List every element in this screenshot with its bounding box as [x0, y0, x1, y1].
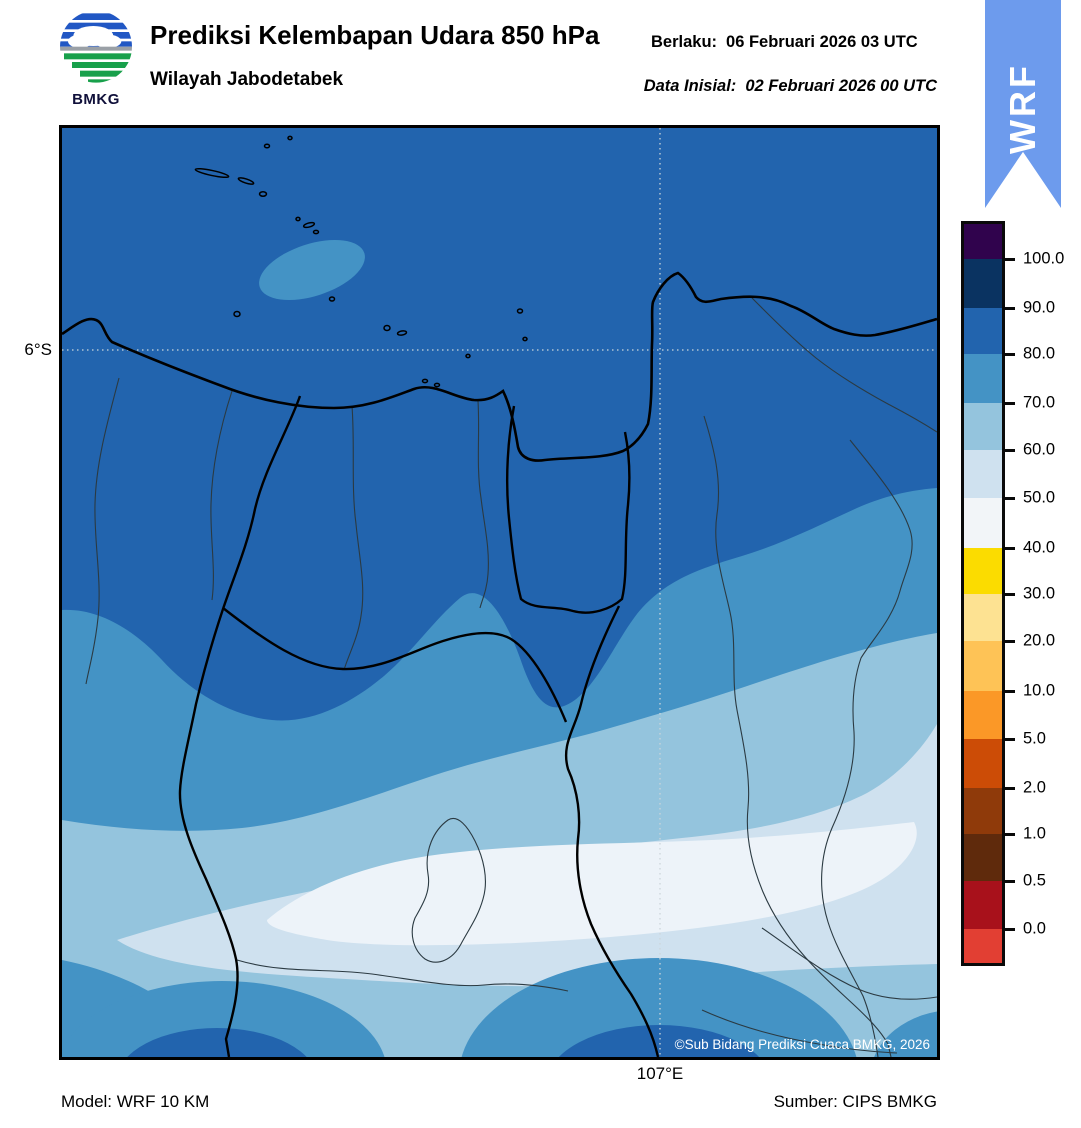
- colorbar-segment: [964, 224, 1002, 259]
- colorbar-tick: [1002, 879, 1015, 883]
- colorbar-tick-label: 90.0: [1023, 298, 1056, 317]
- colorbar-tick-label: 20.0: [1023, 631, 1056, 650]
- colorbar-segment: [964, 403, 1002, 450]
- colorbar-tick: [1002, 639, 1015, 643]
- colorbar-tick: [1002, 496, 1015, 500]
- district-borders: [85, 297, 937, 1057]
- province-borders: [178, 395, 660, 1057]
- colorbar-tick: [1002, 592, 1015, 596]
- wrf-ribbon: WRF: [985, 0, 1061, 208]
- model-label: Model: WRF 10 KM: [61, 1092, 210, 1111]
- bmkg-logo-icon: [60, 10, 132, 83]
- colorbar-tick-label: 5.0: [1023, 729, 1046, 748]
- colorbar-tick: [1002, 401, 1015, 405]
- colorbar-tick-label: 100.0: [1023, 249, 1065, 268]
- colorbar-segment: [964, 354, 1002, 403]
- source-label: Sumber: CIPS BMKG: [773, 1092, 937, 1111]
- band-40-50-tongue: [267, 822, 917, 946]
- map-frame: ©Sub Bidang Prediksi Cuaca BMKG, 2026: [59, 125, 940, 1060]
- longitude-label: 107°E: [636, 1064, 684, 1083]
- colorbar-tick-label: 30.0: [1023, 584, 1056, 603]
- south-pocket-left-core: [127, 1028, 307, 1057]
- colorbar-segment: [964, 259, 1002, 308]
- colorbar-tick-label: 10.0: [1023, 681, 1056, 700]
- south-pocket-center-outer: [461, 958, 857, 1057]
- colorbar-segment: [964, 498, 1002, 548]
- valid-time-label: Berlaku:: [651, 33, 718, 51]
- colorbar-tick: [1002, 352, 1015, 356]
- colorbar-tick: [1002, 927, 1015, 931]
- latitude-label: 6°S: [24, 340, 52, 359]
- colorbar-tick-label: 1.0: [1023, 824, 1046, 843]
- colorbar-segment: [964, 641, 1002, 691]
- colorbar-tick-label: 0.0: [1023, 919, 1046, 938]
- colorbar-segments: [961, 221, 1005, 966]
- coastline: [62, 271, 937, 462]
- initial-time-label: Data Inisial:: [643, 77, 737, 95]
- islands: [194, 135, 528, 388]
- colorbar-segment: [964, 788, 1002, 834]
- colorbar-tick: [1002, 832, 1015, 836]
- colorbar-tick-label: 40.0: [1023, 538, 1056, 557]
- colorbar-segment: [964, 834, 1002, 881]
- colorbar-segment: [964, 308, 1002, 354]
- humidity-bands: [62, 128, 937, 1057]
- initial-time: Data Inisial: 02 Februari 2026 00 UTC: [644, 77, 937, 96]
- south-pocket-corner: [874, 1011, 937, 1057]
- valid-time-value: 06 Februari 2026 03 UTC: [726, 33, 918, 51]
- colorbar-tick: [1002, 737, 1015, 741]
- colorbar-segment: [964, 881, 1002, 929]
- map-copyright: ©Sub Bidang Prediksi Cuaca BMKG, 2026: [675, 1037, 930, 1052]
- graticule: [62, 128, 937, 1057]
- colorbar-tick: [1002, 786, 1015, 790]
- contour-map: ©Sub Bidang Prediksi Cuaca BMKG, 2026: [62, 128, 937, 1057]
- colorbar-tick-label: 50.0: [1023, 488, 1056, 507]
- wrf-ribbon-text: WRF: [1002, 63, 1043, 154]
- colorbar-tick: [1002, 689, 1015, 693]
- colorbar-segment: [964, 739, 1002, 788]
- colorbar-tick: [1002, 448, 1015, 452]
- bmkg-logo: BMKG: [50, 8, 142, 108]
- colorbar-tick-label: 80.0: [1023, 344, 1056, 363]
- colorbar-segment: [964, 548, 1002, 594]
- sea-70-80-pocket: [259, 239, 365, 301]
- colorbar-tick-label: 0.5: [1023, 871, 1046, 890]
- colorbar-tick-label: 60.0: [1023, 440, 1056, 459]
- valid-time: Berlaku: 06 Februari 2026 03 UTC: [651, 33, 918, 52]
- colorbar-tick: [1002, 546, 1015, 550]
- colorbar-segment: [964, 450, 1002, 498]
- colorbar-tick: [1002, 257, 1015, 261]
- colorbar-tick-label: 70.0: [1023, 393, 1056, 412]
- colorbar-segment: [964, 594, 1002, 641]
- colorbar-tick-label: 2.0: [1023, 778, 1046, 797]
- colorbar-segment: [964, 691, 1002, 739]
- south-pocket-left-outer: [62, 981, 385, 1057]
- colorbar: 100.0 90.0 80.0 70.0 60.0 50.0 40.0 30.0 20.0 10.…: [961, 221, 1064, 966]
- region-subtitle: Wilayah Jabodetabek: [150, 69, 344, 90]
- colorbar-tick: [1002, 306, 1015, 310]
- colorbar-segment: [964, 929, 1002, 963]
- bmkg-logo-text: BMKG: [72, 91, 120, 108]
- page-title: Prediksi Kelembapan Udara 850 hPa: [150, 20, 600, 50]
- south-pocket-center-core: [558, 1025, 760, 1057]
- initial-time-value: 02 Februari 2026 00 UTC: [745, 77, 937, 95]
